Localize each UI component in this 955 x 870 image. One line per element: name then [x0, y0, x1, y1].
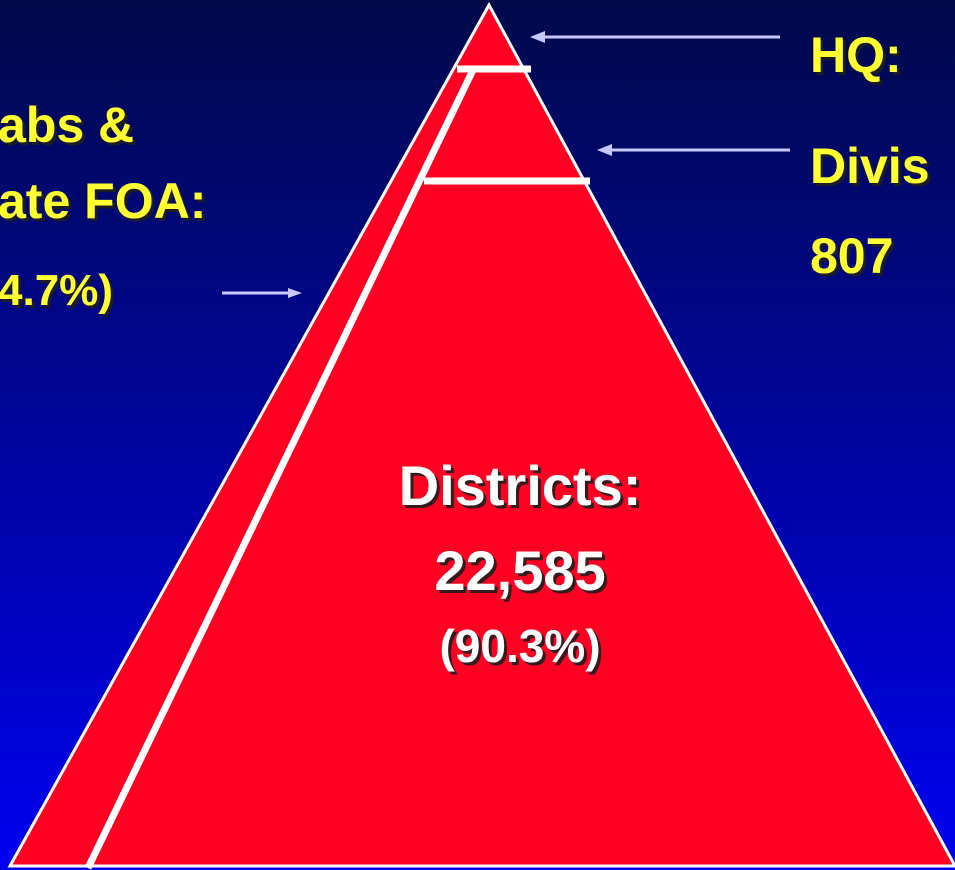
center-label: 22,585 — [434, 539, 605, 602]
arrowhead — [530, 31, 545, 43]
arrows — [222, 31, 790, 298]
labs-divider — [84, 68, 477, 870]
center-label: Districts: — [399, 454, 642, 517]
left-label: abs & — [0, 97, 134, 153]
arrowhead — [288, 288, 302, 298]
pyramid — [7, 1, 955, 868]
left-label: ate FOA: — [0, 173, 206, 229]
right-label: HQ: — [810, 27, 902, 83]
right-label: Divis — [810, 138, 930, 194]
center-label: (90.3%) — [439, 620, 600, 672]
right-label: 807 — [810, 228, 893, 284]
arrowhead — [597, 144, 612, 156]
left-label: 4.7%) — [0, 266, 113, 315]
